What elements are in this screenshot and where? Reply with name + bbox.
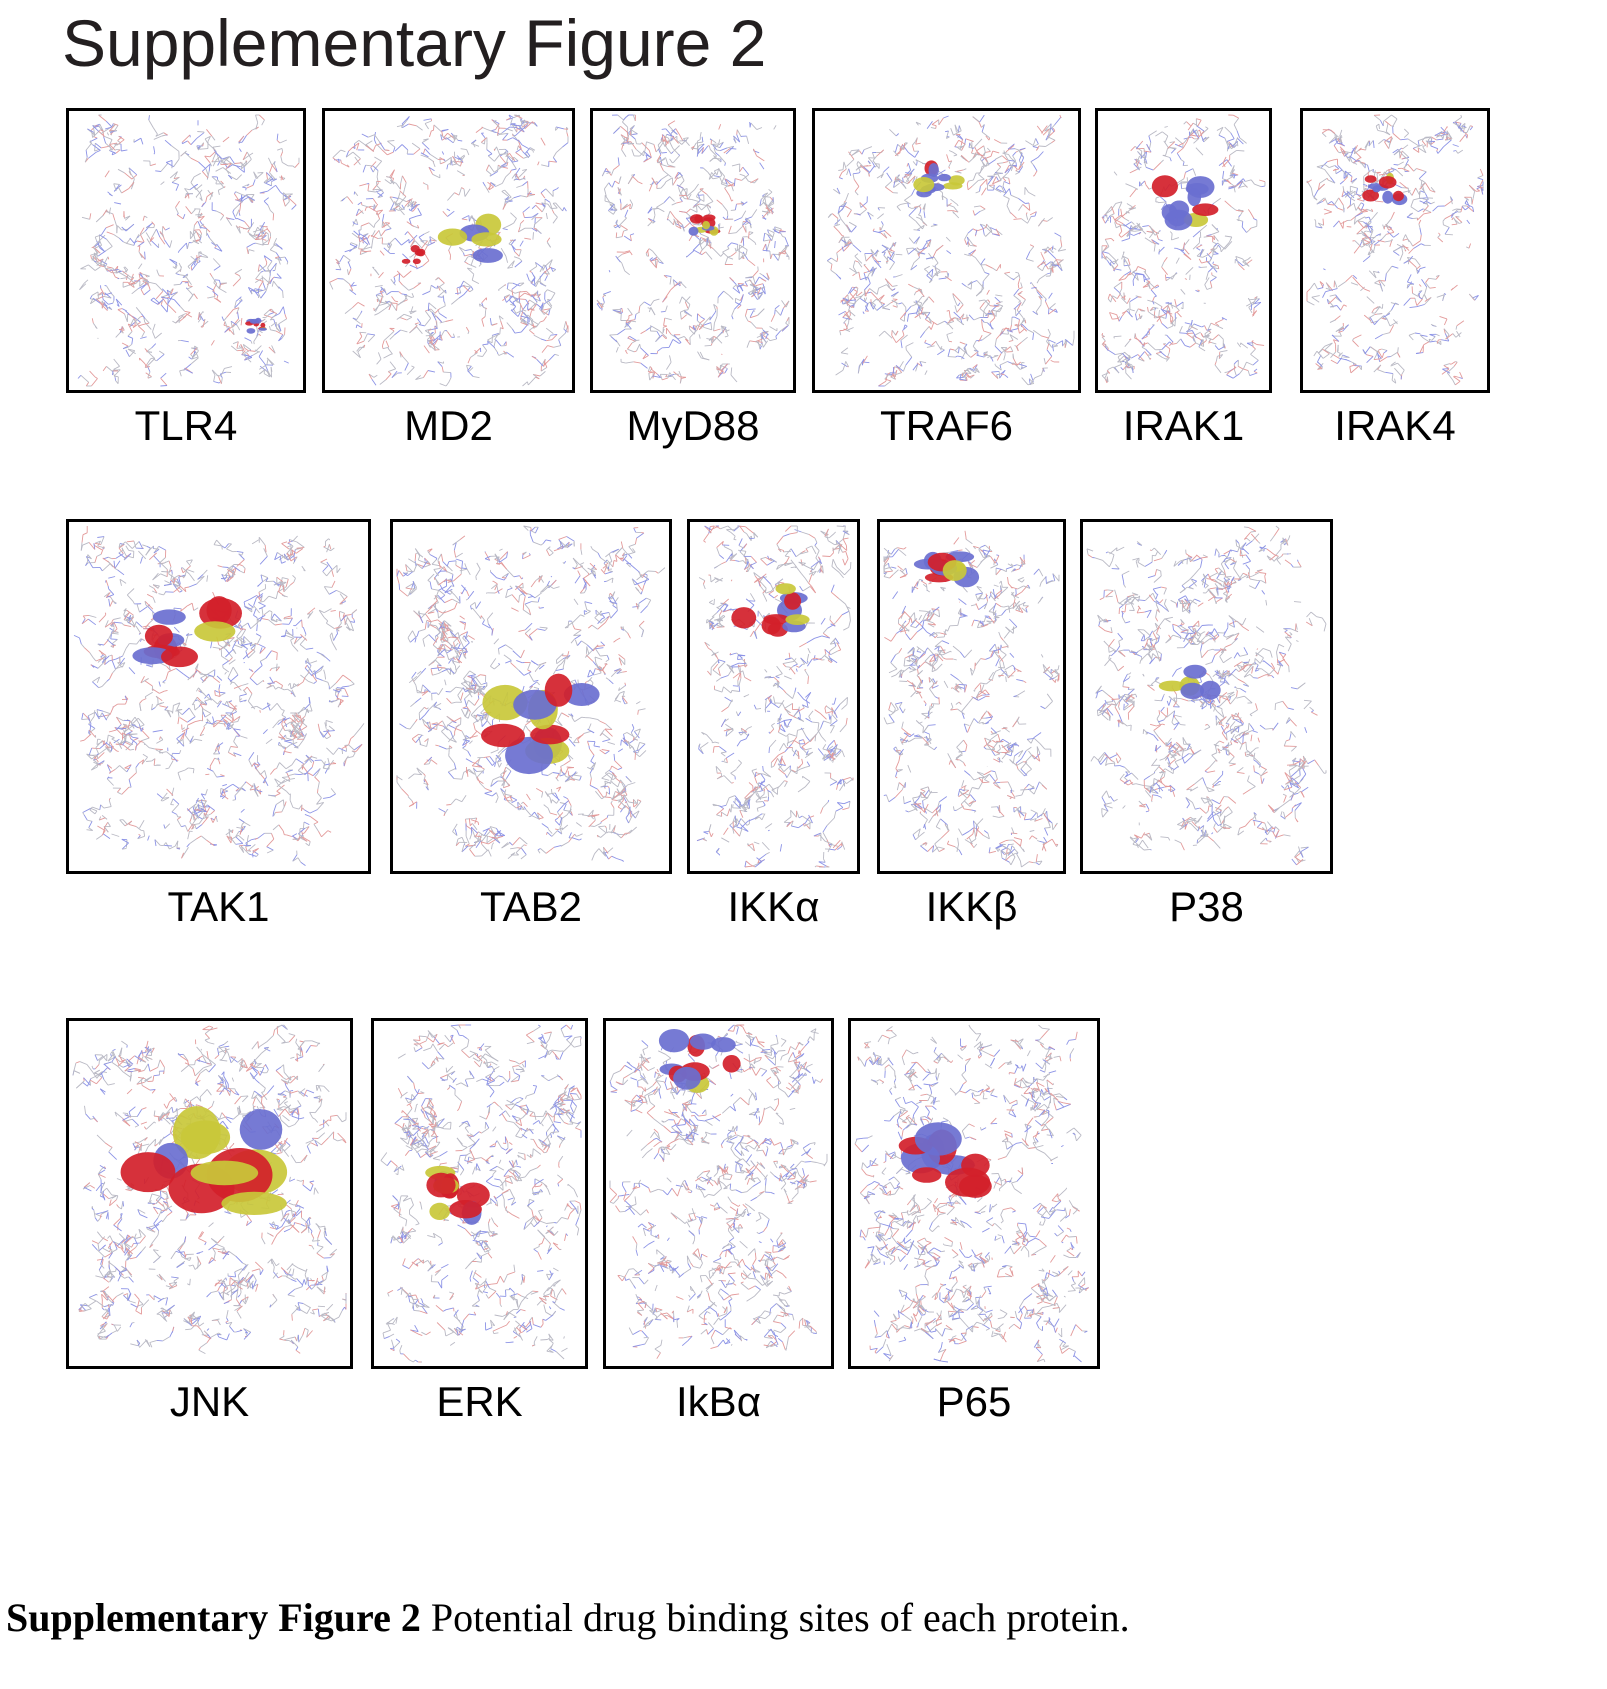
binding-site-surface <box>658 1029 741 1093</box>
protein-label-tlr4: TLR4 <box>66 405 306 447</box>
wireframe-sticks <box>883 530 1060 868</box>
protein-label-myd88: MyD88 <box>590 405 796 447</box>
binding-site-surface <box>120 1106 288 1215</box>
wireframe-sticks <box>380 1024 582 1363</box>
protein-structure-image <box>1086 525 1327 866</box>
caption-bold: Supplementary Figure 2 <box>6 1595 421 1640</box>
wireframe-sticks <box>1306 114 1484 386</box>
protein-structure-image <box>77 114 300 387</box>
protein-label-jnk: JNK <box>66 1381 353 1423</box>
protein-structure-panel-tak1 <box>66 519 371 874</box>
binding-site-surface <box>425 1165 490 1225</box>
protein-label-tab2: TAB2 <box>390 886 672 928</box>
protein-structure-panel-traf6 <box>812 108 1081 393</box>
protein-structure-image <box>826 114 1075 387</box>
binding-site-surface <box>1158 664 1221 700</box>
protein-structure-panel-p38 <box>1080 519 1333 874</box>
protein-structure-image <box>396 525 666 862</box>
figure-caption: Supplementary Figure 2 Potential drug bi… <box>6 1594 1130 1642</box>
protein-label-ikk: IKKα <box>687 886 860 928</box>
protein-label-p65: P65 <box>848 1381 1100 1423</box>
binding-site-surface <box>1151 175 1219 231</box>
protein-structure-panel-myd88 <box>590 108 796 393</box>
protein-label-irak4: IRAK4 <box>1300 405 1490 447</box>
protein-label-ikk: IKKβ <box>877 886 1066 928</box>
protein-structure-panel-ikb <box>603 1018 834 1369</box>
wireframe-sticks <box>596 114 790 384</box>
binding-site-surface <box>132 596 243 668</box>
protein-structure-panel-p65 <box>848 1018 1100 1369</box>
protein-structure-panel-jnk <box>66 1018 353 1369</box>
protein-structure-image <box>696 525 854 868</box>
protein-label-erk: ERK <box>371 1381 588 1423</box>
wireframe-sticks <box>1086 525 1327 866</box>
protein-structure-image <box>609 1024 828 1359</box>
binding-site-surface <box>401 213 503 265</box>
protein-structure-image <box>883 530 1060 868</box>
protein-structure-image <box>854 1024 1089 1363</box>
protein-label-irak1: IRAK1 <box>1095 405 1272 447</box>
figure-title: Supplementary Figure 2 <box>62 10 766 76</box>
protein-structure-panel-irak1 <box>1095 108 1272 393</box>
binding-site-surface <box>898 1122 992 1198</box>
wireframe-sticks <box>77 114 300 387</box>
wireframe-sticks <box>329 114 569 387</box>
caption-text: Potential drug binding sites of each pro… <box>421 1595 1130 1640</box>
binding-site-surface <box>688 214 721 236</box>
protein-structure-image <box>1306 114 1484 386</box>
binding-site-surface <box>1362 172 1408 206</box>
wireframe-sticks <box>609 1024 828 1359</box>
protein-structure-image <box>596 114 790 384</box>
protein-structure-panel-ikk <box>877 519 1066 874</box>
binding-site-surface <box>731 583 810 637</box>
protein-label-tak1: TAK1 <box>66 886 371 928</box>
binding-site-surface <box>913 160 965 198</box>
protein-label-traf6: TRAF6 <box>812 405 1081 447</box>
wireframe-sticks <box>1101 114 1266 384</box>
protein-structure-panel-tab2 <box>390 519 672 874</box>
protein-structure-panel-md2 <box>322 108 575 393</box>
protein-structure-panel-erk <box>371 1018 588 1369</box>
protein-structure-panel-ikk <box>687 519 860 874</box>
wireframe-sticks <box>826 114 1075 387</box>
protein-label-p38: P38 <box>1080 886 1333 928</box>
binding-site-surface <box>245 317 267 334</box>
protein-structure-panel-tlr4 <box>66 108 306 393</box>
protein-structure-panel-irak4 <box>1300 108 1490 393</box>
protein-structure-image <box>72 1024 347 1354</box>
wireframe-sticks <box>73 526 365 866</box>
protein-label-ikb: IkBα <box>603 1381 834 1423</box>
binding-site-surface <box>481 673 600 775</box>
protein-structure-image <box>73 526 365 866</box>
wireframe-sticks <box>854 1024 1089 1363</box>
protein-structure-image <box>380 1024 582 1363</box>
protein-label-md2: MD2 <box>322 405 575 447</box>
protein-structure-image <box>1101 114 1266 384</box>
binding-site-surface <box>913 551 980 588</box>
wireframe-sticks <box>696 525 854 868</box>
protein-structure-image <box>329 114 569 387</box>
